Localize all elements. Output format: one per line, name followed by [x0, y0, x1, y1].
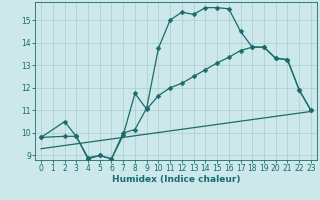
X-axis label: Humidex (Indice chaleur): Humidex (Indice chaleur) [112, 175, 240, 184]
